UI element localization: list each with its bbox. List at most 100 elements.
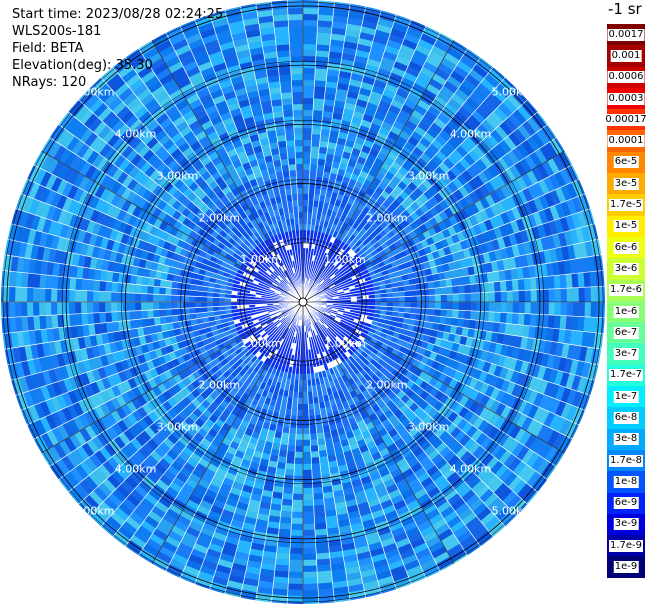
range-gate	[212, 409, 222, 419]
range-gate	[220, 111, 233, 122]
range-gate	[309, 427, 317, 434]
range-gate	[365, 354, 373, 363]
range-gate	[442, 466, 456, 480]
range-gate	[445, 317, 453, 326]
range-gate	[80, 89, 96, 106]
range-gate	[57, 209, 68, 225]
range-gate	[269, 141, 279, 150]
range-gate	[140, 250, 149, 261]
range-gate	[438, 430, 451, 443]
range-gate	[137, 239, 147, 251]
range-gate	[250, 314, 258, 319]
range-gate	[120, 233, 130, 245]
range-gate	[193, 49, 209, 61]
range-gate	[404, 398, 415, 409]
range-gate	[51, 125, 66, 142]
range-gate	[141, 276, 149, 286]
ray-line	[26, 178, 304, 303]
range-gate	[392, 302, 399, 308]
range-gate	[559, 315, 567, 330]
range-gate	[251, 316, 259, 322]
range-gate	[365, 530, 380, 540]
range-gate	[281, 92, 293, 100]
range-gate	[144, 493, 159, 506]
range-gate	[182, 187, 193, 198]
range-gate	[207, 291, 214, 298]
range-gate	[160, 346, 169, 356]
range-gate	[67, 404, 79, 420]
range-gate	[147, 302, 154, 311]
range-gate	[426, 465, 439, 477]
range-gate	[313, 504, 325, 512]
range-gate	[183, 226, 193, 236]
range-gate	[345, 566, 361, 575]
range-gate	[354, 414, 363, 423]
range-gate	[276, 552, 290, 560]
range-gate	[39, 315, 47, 330]
range-gate	[27, 316, 35, 331]
range-gate	[285, 285, 291, 290]
range-gate	[308, 200, 314, 207]
range-gate	[185, 250, 194, 259]
range-gate	[258, 374, 265, 383]
range-gate	[307, 218, 312, 225]
range-gate	[410, 302, 417, 308]
range-gate	[190, 44, 207, 56]
range-gate	[214, 369, 223, 379]
range-gate	[222, 217, 231, 226]
range-gate	[464, 310, 471, 320]
range-gate	[316, 384, 322, 391]
range-gate	[237, 424, 247, 434]
range-gate	[195, 296, 202, 302]
range-gate	[257, 229, 264, 237]
range-gate	[214, 315, 221, 321]
range-gate	[294, 146, 303, 153]
range-gate	[204, 39, 220, 50]
range-gate	[275, 277, 281, 284]
range-gate	[368, 305, 375, 310]
range-gate	[358, 507, 372, 517]
range-gate	[153, 317, 161, 326]
range-gate	[281, 279, 287, 286]
range-gate	[355, 496, 368, 505]
range-gate	[245, 84, 259, 94]
range-gate	[211, 156, 222, 167]
range-gate	[218, 462, 230, 472]
range-gate	[141, 189, 153, 201]
range-gate	[237, 328, 245, 335]
range-gate	[269, 454, 279, 463]
range-gate	[312, 316, 318, 323]
ray-line	[20, 301, 304, 411]
range-gate	[344, 456, 355, 465]
range-gate	[111, 137, 125, 151]
range-gate	[174, 44, 191, 57]
range-gate	[421, 414, 433, 426]
range-gate	[453, 334, 462, 344]
range-gate	[401, 323, 409, 330]
range-gate	[307, 212, 313, 219]
range-gate	[365, 460, 377, 471]
range-gate	[138, 110, 152, 124]
range-gate	[289, 38, 303, 45]
range-gate	[264, 180, 272, 188]
range-gate	[53, 222, 64, 237]
range-gate	[171, 358, 181, 368]
range-gate	[374, 302, 381, 307]
range-gate	[226, 221, 235, 230]
range-gate	[10, 332, 19, 348]
range-gate	[480, 436, 493, 450]
range-gate	[335, 452, 345, 461]
range-gate	[175, 425, 187, 436]
range-gate	[138, 258, 147, 269]
range-gate	[320, 128, 331, 137]
range-gate	[330, 404, 339, 413]
range-gate	[373, 437, 384, 447]
range-gate	[262, 311, 269, 315]
range-gate	[69, 213, 79, 228]
range-gate	[290, 529, 303, 536]
range-gate	[434, 426, 446, 438]
range-gate	[160, 231, 170, 241]
range-gate	[309, 367, 315, 374]
range-gate	[183, 302, 190, 309]
range-gate	[602, 302, 605, 319]
